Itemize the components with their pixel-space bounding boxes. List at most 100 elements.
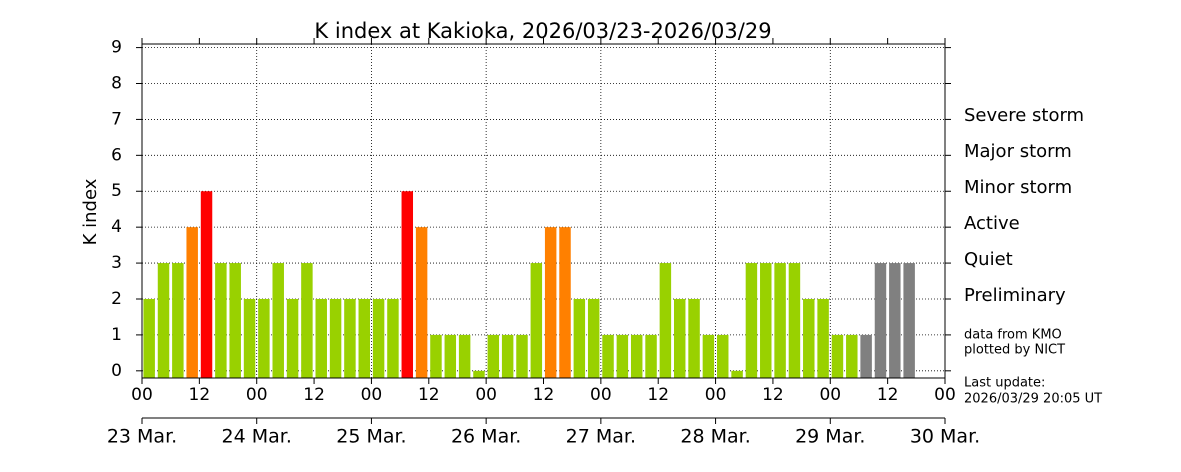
bar bbox=[501, 334, 514, 378]
legend-entry: Minor storm bbox=[964, 177, 1072, 198]
bar bbox=[143, 298, 155, 378]
bar bbox=[889, 263, 901, 378]
bar bbox=[688, 298, 700, 378]
x-tick-label: 12 bbox=[533, 385, 555, 405]
date-label: 23 Mar. bbox=[107, 426, 177, 448]
bar bbox=[559, 227, 571, 378]
y-axis-label: K index bbox=[80, 178, 101, 245]
bar bbox=[702, 334, 715, 378]
bar bbox=[573, 298, 586, 378]
x-tick-label: 12 bbox=[189, 385, 211, 405]
bar bbox=[301, 263, 313, 378]
y-tick-label: 3 bbox=[111, 253, 122, 273]
bar bbox=[372, 298, 385, 378]
bar bbox=[673, 298, 686, 378]
bar bbox=[387, 298, 399, 378]
bar bbox=[745, 263, 758, 378]
bar bbox=[817, 298, 829, 378]
bar bbox=[229, 263, 241, 378]
bar bbox=[602, 334, 614, 378]
bar bbox=[516, 334, 528, 378]
bar bbox=[172, 263, 184, 378]
x-tick-label: 12 bbox=[303, 385, 325, 405]
bar bbox=[587, 298, 600, 378]
update-note: Last update: bbox=[964, 376, 1045, 391]
date-label: 28 Mar. bbox=[680, 426, 750, 448]
bar bbox=[186, 227, 198, 378]
bar bbox=[286, 298, 299, 378]
legend-entry: Quiet bbox=[964, 249, 1013, 270]
legend-entry: Severe storm bbox=[964, 105, 1084, 126]
legend-entry: Major storm bbox=[964, 141, 1072, 162]
bar bbox=[860, 334, 872, 378]
bar bbox=[846, 334, 858, 378]
bar bbox=[645, 334, 657, 378]
bar bbox=[215, 263, 227, 378]
legend-entry: Preliminary bbox=[964, 285, 1066, 306]
bar bbox=[272, 263, 284, 378]
x-tick-label: 00 bbox=[361, 385, 383, 405]
date-label: 26 Mar. bbox=[451, 426, 521, 448]
y-tick-label: 9 bbox=[111, 38, 122, 58]
bar bbox=[329, 298, 342, 378]
date-label: 27 Mar. bbox=[566, 426, 636, 448]
x-tick-label: 00 bbox=[475, 385, 497, 405]
bar bbox=[788, 263, 801, 378]
y-tick-label: 6 bbox=[111, 145, 122, 165]
bar bbox=[616, 334, 629, 378]
legend-entry: Active bbox=[964, 213, 1020, 234]
bar bbox=[200, 191, 213, 378]
note: data from KMO bbox=[964, 328, 1062, 343]
bar bbox=[874, 263, 887, 378]
y-tick-label: 0 bbox=[111, 361, 122, 381]
bar bbox=[401, 191, 414, 378]
bar bbox=[760, 263, 772, 378]
bar bbox=[415, 227, 428, 378]
bar bbox=[458, 334, 471, 378]
x-tick-label: 12 bbox=[877, 385, 899, 405]
bar bbox=[473, 370, 485, 378]
bar bbox=[659, 263, 672, 378]
date-label: 30 Mar. bbox=[910, 426, 980, 448]
y-tick-label: 5 bbox=[111, 181, 122, 201]
bar bbox=[487, 334, 500, 378]
bar bbox=[903, 263, 915, 378]
x-tick-label: 00 bbox=[934, 385, 956, 405]
bar bbox=[630, 334, 643, 378]
bar bbox=[315, 298, 327, 378]
x-tick-label: 00 bbox=[705, 385, 727, 405]
bar bbox=[831, 334, 844, 378]
bar bbox=[444, 334, 457, 378]
bar bbox=[243, 298, 256, 378]
x-tick-label: 00 bbox=[131, 385, 153, 405]
date-label: 24 Mar. bbox=[222, 426, 292, 448]
x-tick-label: 12 bbox=[762, 385, 784, 405]
plot-frame bbox=[141, 43, 946, 379]
update-note: 2026/03/29 20:05 UT bbox=[964, 392, 1102, 407]
bar bbox=[731, 370, 743, 378]
note: plotted by NICT bbox=[964, 343, 1065, 358]
bar bbox=[530, 263, 543, 378]
x-tick-label: 12 bbox=[647, 385, 669, 405]
x-tick-label: 12 bbox=[418, 385, 440, 405]
y-tick-label: 4 bbox=[111, 217, 122, 237]
bar bbox=[344, 298, 356, 378]
y-tick-label: 8 bbox=[111, 74, 122, 94]
bar bbox=[717, 334, 729, 378]
bar bbox=[358, 298, 370, 378]
bar bbox=[430, 334, 442, 378]
y-tick-label: 7 bbox=[111, 109, 122, 129]
bar bbox=[544, 227, 557, 378]
y-tick-label: 2 bbox=[111, 289, 122, 309]
x-tick-label: 00 bbox=[590, 385, 612, 405]
date-label: 25 Mar. bbox=[336, 426, 406, 448]
bar bbox=[803, 298, 815, 378]
x-tick-label: 00 bbox=[819, 385, 841, 405]
bar bbox=[258, 298, 270, 378]
bar bbox=[774, 263, 786, 378]
x-tick-label: 00 bbox=[246, 385, 268, 405]
date-label: 29 Mar. bbox=[795, 426, 865, 448]
y-tick-label: 1 bbox=[111, 325, 122, 345]
bar bbox=[157, 263, 170, 378]
